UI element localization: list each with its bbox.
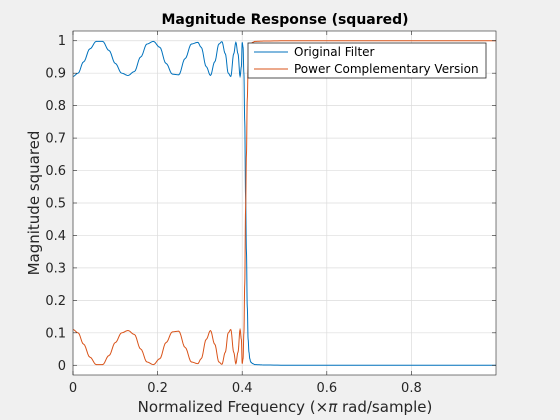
y-axis-title: Magnitude squared	[25, 131, 43, 276]
x-tick-label: 0.8	[401, 381, 422, 396]
legend-box	[247, 42, 487, 79]
x-tick-label: 0.6	[316, 381, 337, 396]
ticks: 0 0.2 0.4 0.6 0.8 0 0.1 0.2 0.3 0.4 0.5 0.6 0.7 0.8 0.…	[45, 31, 496, 396]
y-tick-label: 0.7	[45, 132, 66, 147]
x-axis-title: Normalized Frequency (×π rad/sample)	[138, 398, 433, 416]
x-tick-label: 0.4	[232, 381, 253, 396]
x-axis-title-prefix: Normalized Frequency (	[138, 398, 316, 416]
y-tick-label: 0.2	[45, 294, 66, 309]
y-tick-label: 0.6	[45, 164, 66, 179]
y-tick-label: 0.8	[45, 99, 66, 114]
y-tick-label: 0	[58, 359, 66, 374]
x-axis-title-suffix: rad/sample)	[337, 398, 432, 416]
y-tick-label: 0.1	[45, 326, 66, 341]
y-tick-label: 0.5	[45, 197, 66, 212]
legend-label-power-complementary: Power Complementary Version	[294, 62, 479, 76]
series-line-original-filter	[73, 40, 496, 366]
x-tick-label: 0	[69, 381, 77, 396]
y-tick-label: 0.9	[45, 67, 66, 82]
x-tick-label: 0.2	[147, 381, 168, 396]
x-axis-title-symbol: ×π	[316, 398, 339, 416]
legend: Original Filter Power Complementary Vers…	[247, 42, 487, 79]
y-tick-label: 0.4	[45, 229, 66, 244]
legend-label-original-filter: Original Filter	[294, 45, 375, 59]
y-tick-label: 0.3	[45, 261, 66, 276]
chart-title: Magnitude Response (squared)	[161, 12, 408, 28]
y-tick-label: 1	[58, 34, 66, 49]
